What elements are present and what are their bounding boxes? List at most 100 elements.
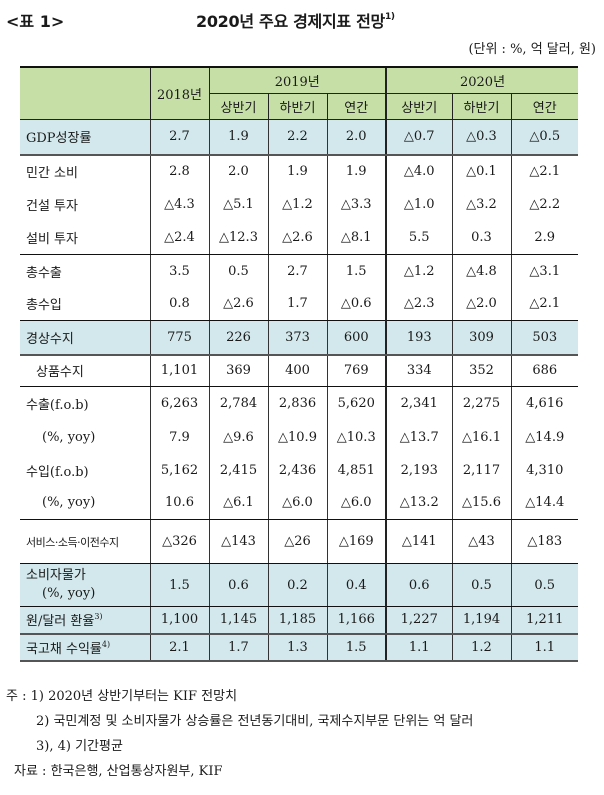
cell: 2,341 (385, 386, 453, 421)
header-2020-h1: 상반기 (385, 93, 453, 120)
header-2019-h1: 상반기 (208, 93, 269, 120)
cell: 7.9 (149, 420, 210, 454)
cell: △3.2 (451, 187, 512, 221)
cell: △2.6 (267, 220, 328, 255)
cell: 4,310 (510, 453, 579, 487)
cell: 600 (326, 320, 387, 356)
cell: △12.3 (208, 220, 269, 255)
cell: △10.9 (267, 420, 328, 454)
table-row-services-income-transfers: 서비스·소득·이전수지 △326 △143 △26 △169 △141 △43 … (20, 519, 579, 564)
table-title: 2020년 주요 경제지표 전망1) (196, 8, 395, 32)
table-row-facility-investment: 설비 투자 △2.4 △12.3 △2.6 △8.1 5.5 0.3 2.9 (20, 220, 579, 255)
cell: △5.1 (208, 187, 269, 221)
cell: 4,851 (326, 453, 387, 487)
cell: 1.3 (267, 633, 328, 662)
cell: 2,275 (451, 386, 512, 421)
row-label: (%, yoy) (20, 486, 151, 520)
footnote-1: 주 : 1) 2020년 상반기부터는 KIF 전망치 (6, 689, 238, 704)
cell: 0.3 (451, 220, 512, 255)
cell: △141 (385, 519, 453, 564)
header-2019-h2: 하반기 (267, 93, 328, 120)
row-label: 국고채 수익률4) (20, 633, 151, 662)
table-row-krw-usd: 원/달러 환율3) 1,100 1,145 1,185 1,166 1,227 … (20, 606, 579, 635)
economic-indicators-table: 2018년 2019년 2020년 상반기 하반기 연간 상반기 하반기 연간 … (20, 66, 579, 662)
cell: 1,145 (208, 606, 269, 635)
cell: 1,101 (149, 354, 210, 387)
cell: △26 (267, 519, 328, 564)
row-label-line1: 소비자물가 (26, 568, 86, 583)
table-row-total-exports: 총수출 3.5 0.5 2.7 1.5 △1.2 △4.8 △3.1 (20, 254, 579, 288)
cell: △14.4 (510, 486, 579, 520)
row-label: 소비자물가 (%, yoy) (20, 563, 151, 607)
cell: 2.7 (267, 254, 328, 288)
row-label: 서비스·소득·이전수지 (20, 519, 151, 564)
cell: △4.8 (451, 254, 512, 288)
cell: △0.7 (385, 119, 453, 156)
cell: 1,166 (326, 606, 387, 635)
cell: 1.9 (267, 154, 328, 188)
row-label-text: 원/달러 환율 (26, 614, 95, 630)
table-row-exports-yoy: (%, yoy) 7.9 △9.6 △10.9 △10.3 △13.7 △16.… (20, 420, 579, 454)
header-2020-annual: 연간 (510, 93, 579, 120)
cell: 2.9 (510, 220, 579, 255)
cell: 1.5 (149, 563, 210, 607)
row-label: 건설 투자 (20, 187, 151, 221)
cell: △2.1 (510, 154, 579, 188)
cell: △2.2 (510, 187, 579, 221)
cell: △10.3 (326, 420, 387, 454)
cell: 5,162 (149, 453, 210, 487)
cell: 226 (208, 320, 269, 356)
cell: 0.5 (451, 563, 512, 607)
cell: △2.1 (510, 287, 579, 321)
cell: 769 (326, 354, 387, 387)
cell: △1.2 (385, 254, 453, 288)
cell: 369 (208, 354, 269, 387)
row-label: 수출(f.o.b) (20, 386, 151, 421)
cell: 373 (267, 320, 328, 356)
cell: 1.2 (451, 633, 512, 662)
cell: 1.1 (510, 633, 579, 662)
cell: 1.9 (208, 119, 269, 156)
cell: △143 (208, 519, 269, 564)
cell: 686 (510, 354, 579, 387)
row-label: 수입(f.o.b) (20, 453, 151, 487)
cell: 1.1 (385, 633, 453, 662)
cell: 2.8 (149, 154, 210, 188)
cell: △8.1 (326, 220, 387, 255)
row-label: 총수입 (20, 287, 151, 321)
cell: △4.3 (149, 187, 210, 221)
cell: 2.2 (267, 119, 328, 156)
cell: 193 (385, 320, 453, 356)
footnote-mark: 3) (94, 612, 103, 622)
table-row-private-consumption: 민간 소비 2.8 2.0 1.9 1.9 △4.0 △0.1 △2.1 (20, 154, 579, 188)
cell: △6.0 (326, 486, 387, 520)
table-row-gdp: GDP성장률 2.7 1.9 2.2 2.0 △0.7 △0.3 △0.5 (20, 119, 579, 156)
header-2020-h2: 하반기 (451, 93, 512, 120)
table-row-treasury-yield: 국고채 수익률4) 2.1 1.7 1.3 1.5 1.1 1.2 1.1 (20, 633, 579, 662)
cell: 0.5 (510, 563, 579, 607)
cell: △6.1 (208, 486, 269, 520)
unit-note: (단위 : %, 억 달러, 원) (468, 42, 596, 57)
cell: △15.6 (451, 486, 512, 520)
row-label: (%, yoy) (20, 420, 151, 454)
cell: 1.7 (267, 287, 328, 321)
cell: 0.8 (149, 287, 210, 321)
cell: △16.1 (451, 420, 512, 454)
cell: 1,227 (385, 606, 453, 635)
footnotes: 주 : 1) 2020년 상반기부터는 KIF 전망치 2) 국민계정 및 소비… (6, 684, 473, 784)
cell: 0.2 (267, 563, 328, 607)
cell: 0.5 (208, 254, 269, 288)
cell: 4,616 (510, 386, 579, 421)
cell: 1.5 (326, 633, 387, 662)
row-label: 총수출 (20, 254, 151, 288)
cell: 2.0 (326, 119, 387, 156)
source-note: 자료 : 한국은행, 산업통상자원부, KIF (14, 764, 223, 779)
cell: △14.9 (510, 420, 579, 454)
cell: 775 (149, 320, 210, 356)
row-label: 경상수지 (20, 320, 151, 356)
cell: 1.7 (208, 633, 269, 662)
cell: 0.4 (326, 563, 387, 607)
header-2020: 2020년 (384, 66, 579, 94)
title-footnote-mark: 1) (384, 12, 395, 22)
header-row-periods: 상반기 하반기 연간 상반기 하반기 연간 (20, 93, 579, 120)
